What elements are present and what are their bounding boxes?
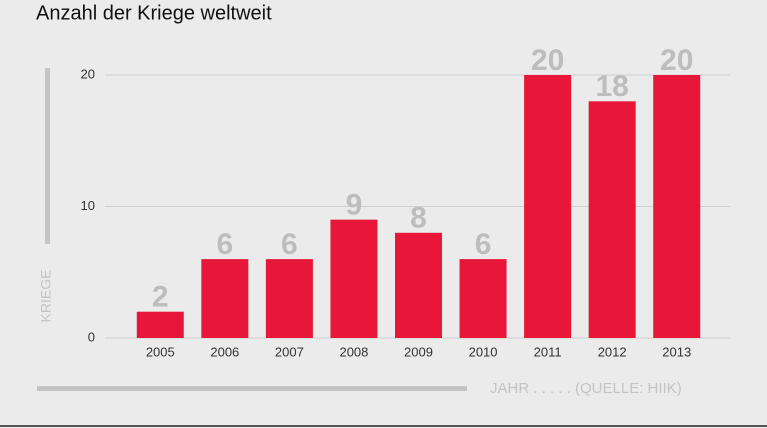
y-tick-label: 20 [81, 66, 95, 81]
x-axis-decoration [37, 386, 467, 391]
value-label: 20 [660, 44, 693, 77]
x-tick-label: 2010 [469, 344, 498, 359]
value-label: 20 [531, 44, 564, 77]
y-axis-decoration [45, 68, 50, 244]
x-tick-label: 2012 [598, 344, 627, 359]
bar [459, 259, 507, 338]
bar [201, 259, 249, 338]
x-tick-label: 2006 [210, 344, 239, 359]
value-label: 6 [216, 228, 233, 261]
value-label: 8 [410, 202, 427, 235]
x-tick-label: 2007 [275, 344, 304, 359]
value-label: 6 [475, 228, 492, 261]
x-tick-label: 2005 [146, 344, 175, 359]
y-axis-title: KRIEGE [38, 270, 54, 323]
x-axis-title: JAHR . . . . . (QUELLE: HIIK) [490, 380, 682, 397]
bar [653, 75, 701, 338]
bar [588, 101, 636, 338]
value-label: 9 [346, 189, 363, 222]
y-tick-label: 0 [88, 329, 95, 344]
bar [265, 259, 313, 338]
bar [524, 75, 572, 338]
value-label: 2 [152, 281, 169, 314]
bar [136, 311, 184, 338]
value-label: 6 [281, 228, 298, 261]
x-tick-label: 2013 [662, 344, 691, 359]
x-tick-label: 2011 [534, 344, 562, 359]
bar [395, 232, 442, 338]
chart-title: Anzahl der Kriege weltweit [36, 2, 272, 24]
x-tick-label: 2009 [404, 344, 433, 359]
bar [330, 219, 378, 338]
value-label: 18 [595, 70, 628, 103]
x-tick-label: 2008 [339, 344, 368, 359]
y-tick-label: 10 [81, 198, 95, 213]
